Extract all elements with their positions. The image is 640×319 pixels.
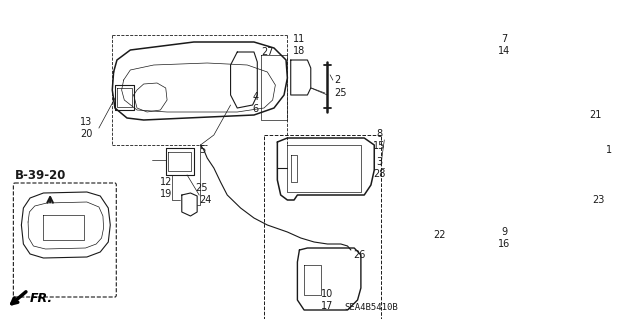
Text: 9
16: 9 16 bbox=[498, 227, 510, 249]
Text: 24: 24 bbox=[199, 195, 212, 205]
Text: 25: 25 bbox=[334, 88, 347, 98]
Bar bbox=[264, 135, 381, 319]
Text: 8
15: 8 15 bbox=[373, 129, 386, 151]
Text: 1: 1 bbox=[605, 145, 612, 155]
Text: 2: 2 bbox=[334, 75, 340, 85]
Text: 21: 21 bbox=[589, 110, 602, 120]
Text: 4
6: 4 6 bbox=[252, 92, 259, 114]
Text: 23: 23 bbox=[592, 195, 605, 205]
Text: 11
18: 11 18 bbox=[293, 34, 305, 56]
Text: 26: 26 bbox=[353, 250, 365, 260]
Text: 3
28: 3 28 bbox=[373, 157, 386, 179]
Text: 13
20: 13 20 bbox=[80, 117, 92, 139]
Text: 10
17: 10 17 bbox=[321, 289, 333, 311]
Text: 22: 22 bbox=[433, 230, 445, 240]
Text: 27: 27 bbox=[261, 47, 273, 57]
Text: 12
19: 12 19 bbox=[159, 177, 172, 199]
Text: 7
14: 7 14 bbox=[498, 34, 510, 56]
Text: B-39-20: B-39-20 bbox=[15, 169, 66, 182]
Text: FR.: FR. bbox=[29, 292, 52, 305]
Text: 25: 25 bbox=[196, 183, 208, 193]
Text: 5: 5 bbox=[199, 145, 205, 155]
Text: SEA4B5410B: SEA4B5410B bbox=[344, 303, 397, 312]
